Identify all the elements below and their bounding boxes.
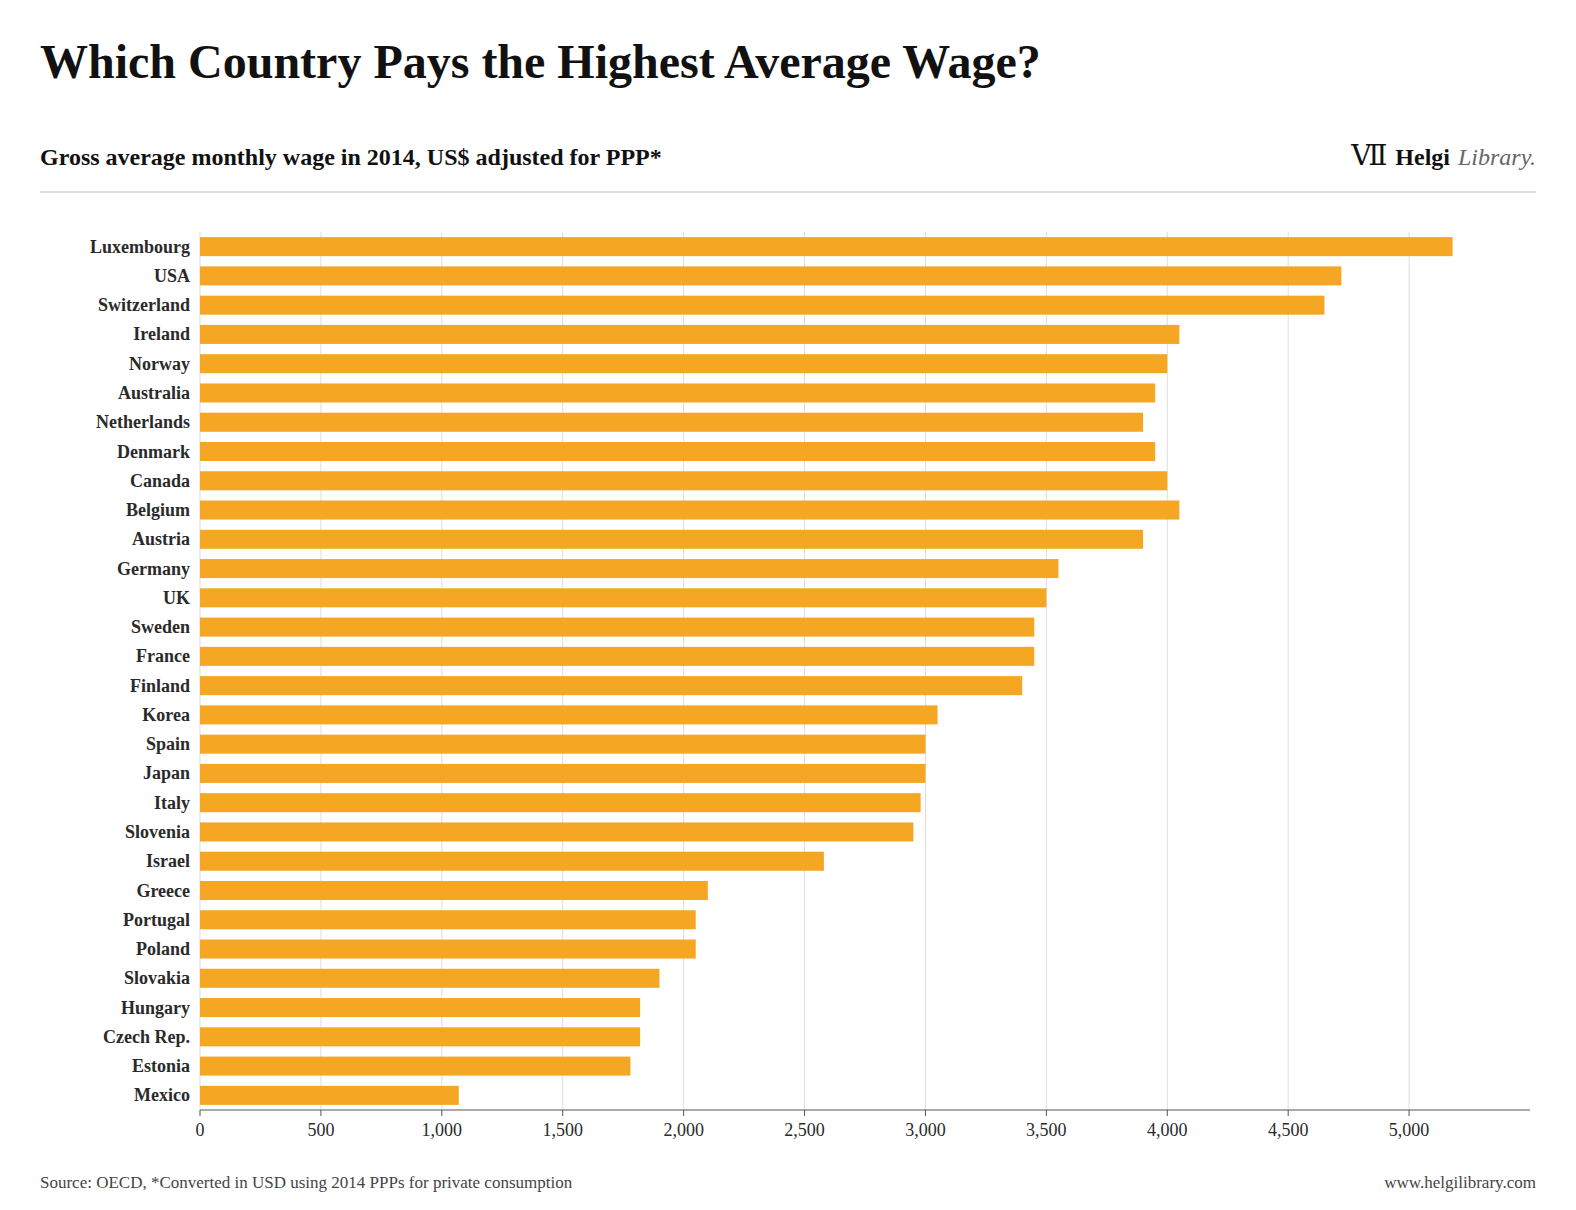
x-axis: 0 500 1,000 1,500 2,000 2,500 3,000 3,500 4,000 4… xyxy=(196,1110,1531,1140)
tick-mark xyxy=(925,1110,926,1116)
bar xyxy=(200,940,696,959)
tick-label: 2,000 xyxy=(663,1120,704,1140)
category-label: UK xyxy=(163,588,190,608)
grid-line xyxy=(1409,232,1410,1110)
category-label: Germany xyxy=(117,559,190,579)
tick-label: 3,500 xyxy=(1026,1120,1067,1140)
tick-mark xyxy=(441,1110,442,1116)
grid-line xyxy=(1288,232,1289,1110)
category-label: Korea xyxy=(142,705,190,725)
background xyxy=(0,0,1576,1210)
category-label: Slovenia xyxy=(125,822,190,842)
grid xyxy=(200,232,1409,1110)
bar xyxy=(200,647,1034,666)
bar xyxy=(200,413,1143,432)
bar xyxy=(200,588,1046,607)
category-label: Mexico xyxy=(134,1085,190,1105)
bar xyxy=(200,237,1453,256)
bar xyxy=(200,793,921,812)
bar xyxy=(200,266,1341,285)
bar xyxy=(200,910,696,929)
logo-icon: Ⅶ xyxy=(1350,140,1387,171)
category-label: France xyxy=(136,646,190,666)
bar xyxy=(200,383,1155,402)
logo-text: Helgi xyxy=(1395,144,1450,170)
bar xyxy=(200,764,925,783)
category-label: Slovakia xyxy=(124,968,190,988)
separator xyxy=(40,192,1536,193)
category-label: Netherlands xyxy=(96,412,190,432)
title: Which Country Pays the Highest Average W… xyxy=(40,35,1041,88)
bar xyxy=(200,442,1155,461)
category-label: Israel xyxy=(146,851,190,871)
bar xyxy=(200,1057,630,1076)
category-label: Greece xyxy=(136,881,190,901)
tick-mark xyxy=(1167,1110,1168,1116)
tick-mark xyxy=(320,1110,321,1116)
subtitle: Gross average monthly wage in 2014, US$ … xyxy=(40,144,662,170)
tick-mark xyxy=(562,1110,563,1116)
category-label: Czech Rep. xyxy=(103,1027,190,1047)
website-note: www.helgilibrary.com xyxy=(1384,1173,1536,1192)
source-note: Source: OECD, *Converted in USD using 20… xyxy=(40,1173,573,1192)
category-label: Norway xyxy=(129,354,190,374)
bar xyxy=(200,618,1034,637)
bar xyxy=(200,1086,459,1105)
category-label: Hungary xyxy=(121,998,190,1018)
category-label: Sweden xyxy=(131,617,190,637)
tick-label: 1,500 xyxy=(542,1120,583,1140)
bar xyxy=(200,1027,640,1046)
bar xyxy=(200,969,659,988)
y-axis: Luxembourg USA Switzerland Ireland Norway Aus… xyxy=(90,237,190,1106)
bar xyxy=(200,822,913,841)
category-label: Canada xyxy=(130,471,190,491)
category-label: Estonia xyxy=(132,1056,190,1076)
tick-mark xyxy=(1409,1110,1410,1116)
bar xyxy=(200,998,640,1017)
tick-label: 4,000 xyxy=(1147,1120,1188,1140)
tick-label: 1,000 xyxy=(422,1120,463,1140)
category-label: Italy xyxy=(154,793,190,813)
bar xyxy=(200,354,1167,373)
tick-label: 0 xyxy=(196,1120,205,1140)
bar xyxy=(200,296,1324,315)
tick-mark xyxy=(804,1110,805,1116)
tick-label: 4,500 xyxy=(1268,1120,1309,1140)
bar xyxy=(200,735,925,754)
category-label: Portugal xyxy=(123,910,190,930)
category-label: Switzerland xyxy=(98,295,190,315)
category-label: Poland xyxy=(136,939,190,959)
bar xyxy=(200,852,824,871)
bar xyxy=(200,559,1058,578)
axis-line xyxy=(200,1110,1530,1111)
tick-label: 2,500 xyxy=(784,1120,825,1140)
tick-mark xyxy=(1288,1110,1289,1116)
category-label: Ireland xyxy=(133,324,190,344)
category-label: Japan xyxy=(143,763,190,783)
bar xyxy=(200,530,1143,549)
category-label: Denmark xyxy=(117,442,190,462)
logo-text: Library. xyxy=(1457,144,1536,170)
bar xyxy=(200,676,1022,695)
category-label: Luxembourg xyxy=(90,237,190,257)
category-label: Austria xyxy=(132,529,190,549)
bar xyxy=(200,881,708,900)
bar xyxy=(200,501,1179,520)
bar xyxy=(200,471,1167,490)
category-label: Belgium xyxy=(126,500,190,520)
chart: Which Country Pays the Highest Average W… xyxy=(0,0,1576,1210)
tick-label: 3,000 xyxy=(905,1120,946,1140)
category-label: Australia xyxy=(118,383,190,403)
category-label: Finland xyxy=(130,676,190,696)
category-label: USA xyxy=(154,266,190,286)
bar xyxy=(200,325,1179,344)
tick-mark xyxy=(1046,1110,1047,1116)
tick-label: 500 xyxy=(307,1120,334,1140)
bar xyxy=(200,705,938,724)
tick-mark xyxy=(200,1110,201,1116)
category-label: Spain xyxy=(146,734,190,754)
tick-label: 5,000 xyxy=(1389,1120,1430,1140)
tick-mark xyxy=(683,1110,684,1116)
bars xyxy=(200,237,1453,1105)
